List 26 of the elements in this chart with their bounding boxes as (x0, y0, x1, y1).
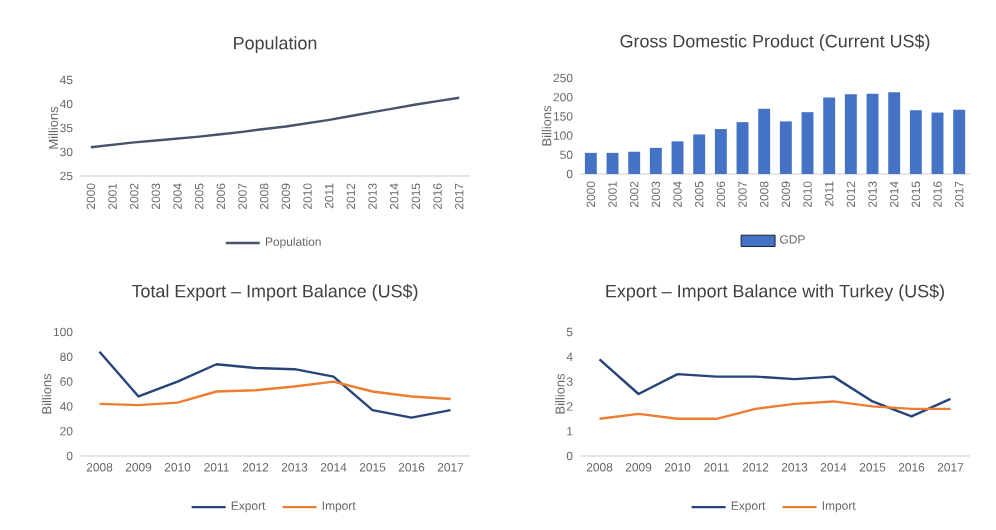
bar (693, 134, 706, 174)
line-series (98, 350, 452, 419)
bar (606, 152, 619, 174)
line-series (98, 380, 452, 407)
bar (584, 152, 597, 174)
bar (779, 121, 792, 174)
chart-title: Gross Domestic Product (Current US$) (620, 34, 930, 52)
bar (823, 97, 836, 174)
chart-title: Total Export – Import Balance (US$) (131, 284, 418, 301)
bar (931, 112, 944, 174)
bar (801, 112, 814, 174)
chart-title: Population (234, 36, 317, 53)
bar (888, 92, 901, 174)
bar (909, 110, 922, 174)
bar (714, 129, 727, 174)
bar (866, 93, 879, 174)
bar (671, 141, 684, 174)
line-series (598, 400, 952, 420)
bar (758, 108, 771, 174)
chart-title: Export – Import Balance with Turkey (US$) (606, 284, 944, 301)
line-series (598, 358, 952, 418)
bar (844, 94, 857, 174)
bar (736, 122, 749, 174)
bar (628, 151, 641, 174)
bar (953, 109, 966, 174)
bar (649, 147, 662, 174)
